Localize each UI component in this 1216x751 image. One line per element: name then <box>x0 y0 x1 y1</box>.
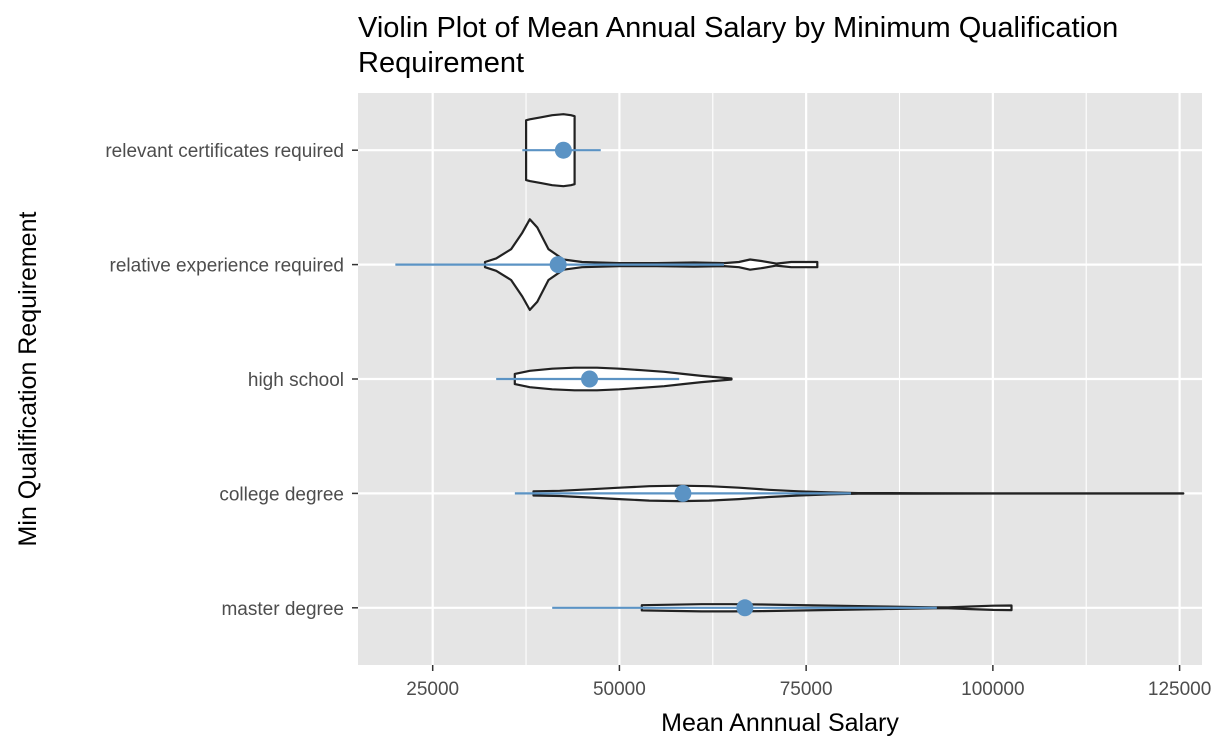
x-tick-label: 125000 <box>1148 679 1211 700</box>
y-tick-label: relative experience required <box>110 256 344 277</box>
x-tick-label: 75000 <box>780 679 833 700</box>
mean-point-4 <box>736 599 754 617</box>
chart-title-line-1: Violin Plot of Mean Annual Salary by Min… <box>358 12 1118 44</box>
mean-point-0 <box>554 141 572 159</box>
x-tick-label: 100000 <box>961 679 1024 700</box>
x-tick-label: 25000 <box>406 679 459 700</box>
mean-point-1 <box>549 256 567 274</box>
mean-point-2 <box>581 370 599 388</box>
y-tick-label: relevant certificates required <box>105 141 344 162</box>
y-tick-label: college degree <box>219 484 344 505</box>
x-axis: 25000 50000 75000 100000 125000 <box>406 665 1211 700</box>
summary-marks <box>395 141 937 617</box>
y-tick-label: master degree <box>221 599 344 620</box>
y-axis: relevant certificates required relative e… <box>105 141 358 620</box>
y-tick-label: high school <box>248 370 344 391</box>
x-axis-title: Mean Annnual Salary <box>661 709 899 737</box>
x-tick-label: 50000 <box>593 679 646 700</box>
chart-title-line-2: Requirement <box>358 47 524 79</box>
y-axis-title: Min Qualification Requirement <box>14 212 42 547</box>
mean-point-3 <box>674 484 692 502</box>
violin-3 <box>532 484 1185 503</box>
